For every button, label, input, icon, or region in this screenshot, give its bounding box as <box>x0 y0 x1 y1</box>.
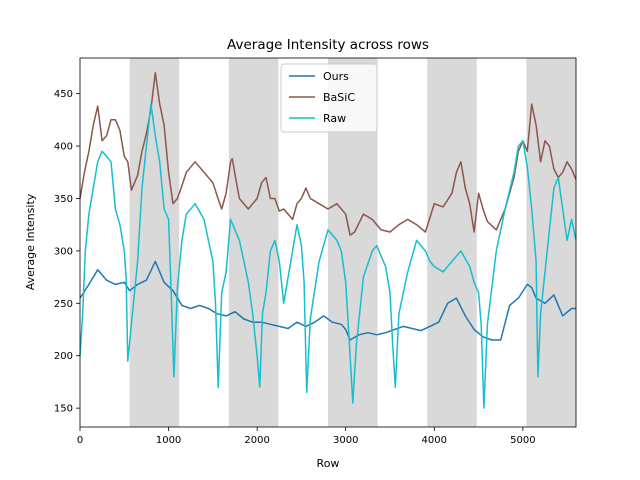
shaded-band-2 <box>228 58 279 427</box>
x-axis: 0 1000 2000 3000 4000 5000 <box>77 427 536 446</box>
legend-label-ours: Ours <box>323 70 349 83</box>
legend-box <box>280 63 378 133</box>
legend-label-raw: Raw <box>323 112 346 125</box>
y-tick-label: 250 <box>54 299 73 310</box>
x-tick-label: 0 <box>77 435 83 446</box>
series-line-ours <box>79 260 576 341</box>
y-tick-label: 300 <box>54 246 73 257</box>
y-tick-label: 150 <box>54 404 73 415</box>
shaded-band-1 <box>129 58 180 427</box>
y-tick-label: 400 <box>54 142 73 153</box>
legend: Ours BaSiC Raw <box>280 63 378 133</box>
x-tick-label: 3000 <box>333 435 358 446</box>
y-tick-label: 350 <box>54 194 73 205</box>
plot-frame <box>79 57 577 428</box>
x-tick-label: 5000 <box>510 435 535 446</box>
y-tick-label: 450 <box>54 89 73 100</box>
x-tick-label: 2000 <box>244 435 269 446</box>
series-line-raw <box>79 103 577 409</box>
y-axis: 150 200 250 300 350 400 450 <box>54 89 80 415</box>
series-lines <box>79 71 577 409</box>
legend-label-basic: BaSiC <box>323 91 355 104</box>
x-tick-label: 1000 <box>156 435 181 446</box>
y-tick-label: 200 <box>54 351 73 362</box>
shaded-band-4 <box>427 58 477 427</box>
x-axis-label: Row <box>317 457 340 470</box>
chart-title: Average Intensity across rows <box>227 37 429 53</box>
x-tick-label: 4000 <box>422 435 447 446</box>
y-axis-label: Average Intensity <box>24 193 37 290</box>
